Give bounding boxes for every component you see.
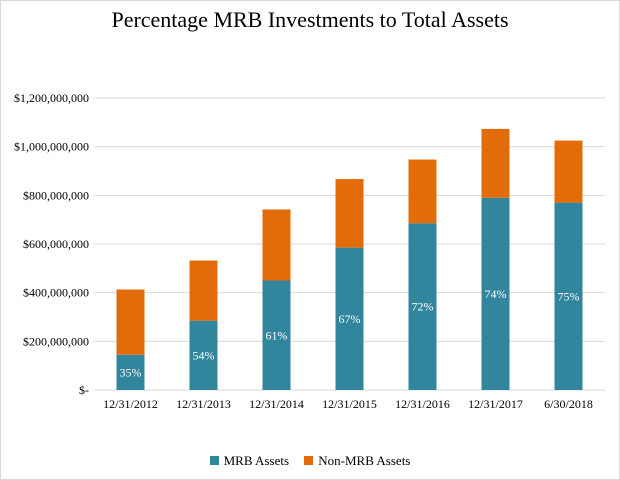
data-label: 72% <box>412 300 434 314</box>
y-tick-label: $400,000,000 <box>23 286 89 300</box>
x-tick-label: 12/31/2012 <box>103 397 158 411</box>
bar-non-mrb-assets <box>554 140 583 203</box>
x-tick-label: 12/31/2016 <box>395 397 450 411</box>
data-label: 61% <box>266 328 288 342</box>
legend-entry-non-mrb-assets: Non-MRB Assets <box>304 453 410 469</box>
data-label: 54% <box>193 348 215 362</box>
y-tick-label: $800,000,000 <box>23 188 89 202</box>
bar-non-mrb-assets <box>116 289 145 355</box>
x-tick-label: 12/31/2017 <box>468 397 523 411</box>
x-tick-label: 12/31/2013 <box>176 397 231 411</box>
legend-label-non-mrb-assets: Non-MRB Assets <box>318 453 411 468</box>
bar-mrb-assets <box>408 223 437 390</box>
y-tick-label: $1,200,000,000 <box>14 91 89 105</box>
data-label: 74% <box>485 287 507 301</box>
legend-entry-mrb-assets: MRB Assets <box>209 453 290 469</box>
legend-swatch-non-mrb-assets <box>304 456 314 465</box>
y-tick-label: $600,000,000 <box>23 237 89 251</box>
y-tick-label: $1,000,000,000 <box>14 140 89 154</box>
legend-label-mrb-assets: MRB Assets <box>223 453 290 468</box>
bar-mrb-assets <box>335 247 364 390</box>
bar-mrb-assets <box>189 320 218 390</box>
data-label: 35% <box>120 365 142 379</box>
bar-non-mrb-assets <box>335 179 364 248</box>
legend-swatch-mrb-assets <box>209 456 219 465</box>
bar-non-mrb-assets <box>189 260 218 321</box>
bar-non-mrb-assets <box>262 209 291 281</box>
bar-mrb-assets <box>262 280 291 390</box>
x-tick-label: 12/31/2014 <box>249 397 304 411</box>
legend: MRB Assets Non-MRB Assets <box>1 453 619 469</box>
y-tick-label: $- <box>79 383 89 397</box>
bar-mrb-assets <box>481 197 510 390</box>
x-tick-label: 12/31/2015 <box>322 397 377 411</box>
x-tick-label: 6/30/2018 <box>544 397 593 411</box>
bar-non-mrb-assets <box>408 159 437 224</box>
data-label: 67% <box>339 312 361 326</box>
bar-non-mrb-assets <box>481 128 510 198</box>
bar-mrb-assets <box>554 202 583 390</box>
chart-title: Percentage MRB Investments to Total Asse… <box>111 7 509 32</box>
y-tick-label: $200,000,000 <box>23 334 89 348</box>
bar-mrb-assets <box>116 354 145 390</box>
data-label: 75% <box>558 289 580 303</box>
